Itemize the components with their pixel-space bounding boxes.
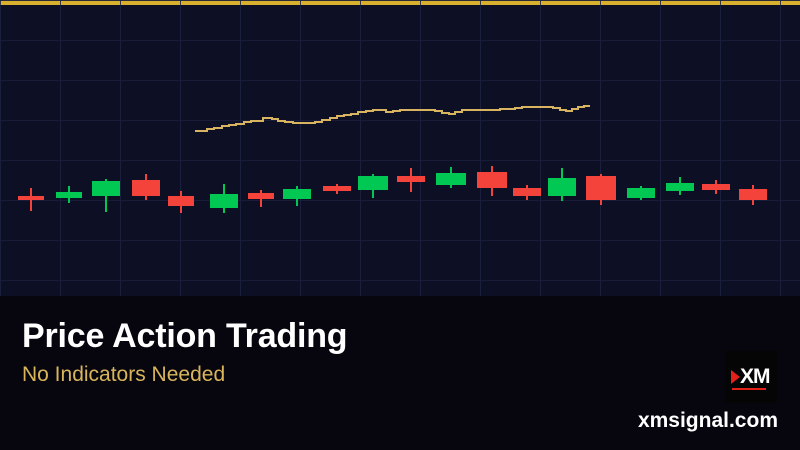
candlestick [210, 184, 238, 213]
candlestick [92, 179, 120, 212]
xm-logo-underline [732, 388, 766, 390]
price-trend-line [195, 105, 590, 132]
chart-gridlines [0, 0, 800, 296]
xm-logo-inner: XM [725, 351, 777, 403]
candlestick [168, 191, 194, 213]
horizontal-gridline [0, 0, 800, 1]
vertical-gridline [420, 0, 421, 296]
candlestick-body [92, 181, 120, 196]
candlestick-body [702, 184, 730, 190]
candlestick-body [18, 196, 44, 200]
candlestick-body [477, 172, 507, 188]
vertical-gridline [120, 0, 121, 296]
candlestick [436, 167, 466, 188]
xm-logo-text: XM [740, 365, 770, 388]
candlestick [513, 185, 541, 200]
page-title: Price Action Trading [22, 317, 348, 355]
vertical-gridline [180, 0, 181, 296]
candlestick-body [513, 188, 541, 196]
candlestick [586, 174, 616, 205]
website-url: xmsignal.com [637, 409, 778, 432]
candlestick-body [397, 176, 425, 182]
vertical-gridline [300, 0, 301, 296]
vertical-gridline [0, 0, 1, 296]
triangle-icon [731, 370, 740, 384]
horizontal-gridline [0, 40, 800, 41]
candlestick [397, 168, 425, 192]
candlestick-series [18, 166, 767, 213]
horizontal-gridline [0, 80, 800, 81]
candlestick-body [739, 189, 767, 200]
top-accent-bar [0, 0, 800, 5]
candlestick [702, 180, 730, 194]
candlestick-body [436, 173, 466, 185]
candlestick-body [132, 180, 160, 196]
candlestick-body [56, 192, 82, 198]
candlestick [18, 188, 44, 211]
poster-footer [0, 296, 800, 450]
vertical-gridline [600, 0, 601, 296]
vertical-gridline [480, 0, 481, 296]
candlestick [248, 190, 274, 207]
candlestick [56, 186, 82, 203]
candlestick-body [248, 193, 274, 199]
candlestick-chart-panel [0, 0, 800, 296]
candlestick-body [323, 186, 351, 191]
candlestick [627, 186, 655, 200]
candlestick [548, 168, 576, 201]
candlestick [358, 174, 388, 198]
candlestick-body [283, 189, 311, 199]
vertical-gridline [660, 0, 661, 296]
candlestick-body [210, 194, 238, 208]
vertical-gridline [240, 0, 241, 296]
candlestick-body [586, 176, 616, 200]
trend-line-path [195, 105, 590, 132]
candlestick [323, 184, 351, 194]
candlestick-body [168, 196, 194, 206]
horizontal-gridline [0, 160, 800, 161]
xm-logo: XM [725, 351, 777, 403]
candlestick [666, 177, 694, 195]
horizontal-gridline [0, 200, 800, 201]
horizontal-gridline [0, 280, 800, 281]
horizontal-gridline [0, 120, 800, 121]
vertical-gridline [780, 0, 781, 296]
candlestick-body [358, 176, 388, 190]
horizontal-gridline [0, 240, 800, 241]
page-subtitle: No Indicators Needed [22, 363, 226, 386]
candlestick-body [627, 188, 655, 198]
candlestick [283, 186, 311, 206]
candlestick [739, 185, 767, 205]
vertical-gridline [720, 0, 721, 296]
vertical-gridline [60, 0, 61, 296]
candlestick-body [666, 183, 694, 191]
vertical-gridline [540, 0, 541, 296]
candlestick [132, 174, 160, 200]
vertical-gridline [360, 0, 361, 296]
candlestick [477, 166, 507, 196]
candlestick-body [548, 178, 576, 196]
